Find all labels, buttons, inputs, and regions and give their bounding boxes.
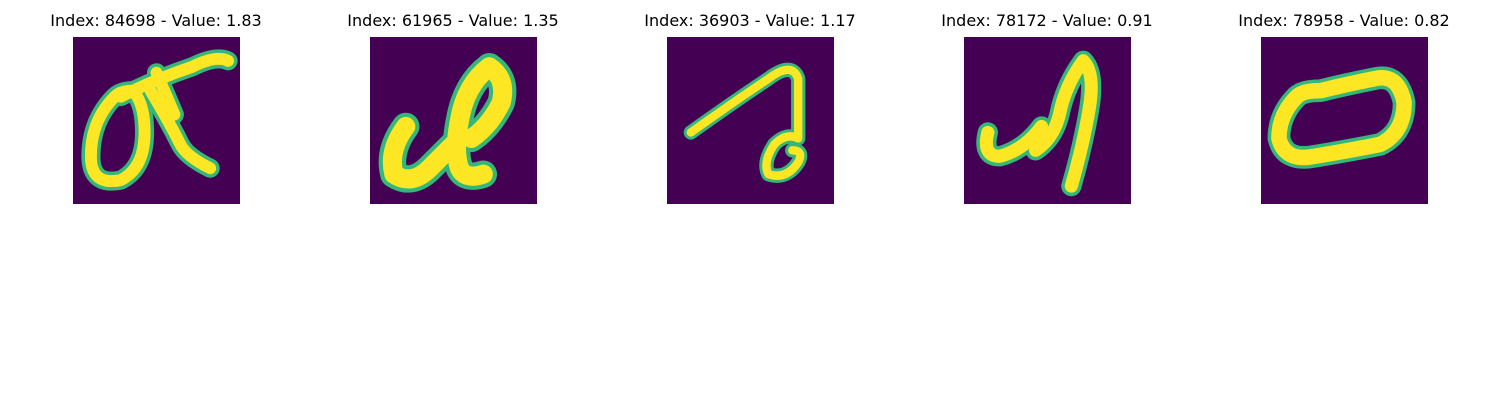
digit-image: [370, 37, 537, 204]
panel-title: Index: 61965 - Value: 1.35: [347, 11, 559, 30]
handwritten-glyph: [81, 49, 238, 191]
panel-title: Index: 78172 - Value: 0.91: [941, 11, 1153, 30]
handwritten-glyph: [976, 50, 1102, 197]
digit-image: [1261, 37, 1428, 204]
digit-image: [73, 37, 240, 204]
handwritten-glyph: [378, 53, 517, 193]
handwritten-glyph: [683, 62, 808, 183]
digit-image: [964, 37, 1131, 204]
handwritten-glyph: [1267, 66, 1416, 169]
digit-image: [667, 37, 834, 204]
panel-title: Index: 36903 - Value: 1.17: [644, 11, 856, 30]
panel-title: Index: 84698 - Value: 1.83: [50, 11, 262, 30]
panel-title: Index: 78958 - Value: 0.82: [1238, 11, 1450, 30]
